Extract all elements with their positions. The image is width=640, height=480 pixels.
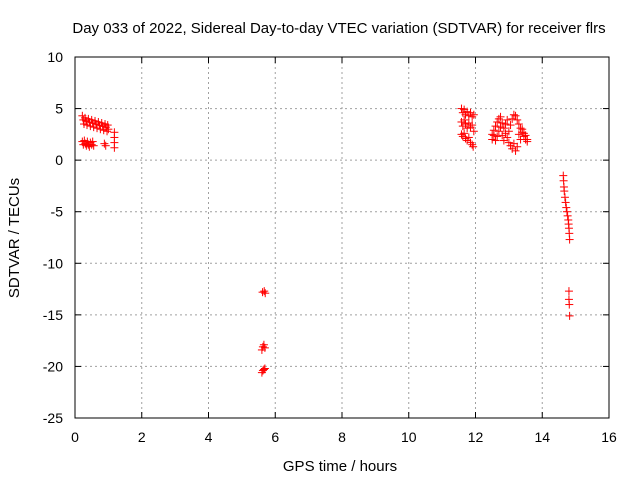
x-tick-label: 0 [71, 429, 79, 445]
data-point [565, 235, 574, 244]
data-point [469, 127, 478, 136]
x-axis-ticks: 0 2 4 6 8 10 12 14 16 [71, 57, 617, 445]
data-points [78, 104, 574, 377]
data-point [468, 121, 477, 130]
data-point [110, 143, 119, 152]
data-point [521, 131, 530, 140]
data-point [561, 198, 570, 207]
data-point [258, 366, 267, 375]
chart-title: Day 033 of 2022, Sidereal Day-to-day VTE… [72, 20, 605, 37]
data-point [461, 134, 470, 143]
data-point [503, 115, 512, 124]
data-point [501, 129, 510, 138]
data-point [499, 124, 508, 133]
data-point [460, 129, 469, 138]
data-point [260, 364, 269, 373]
data-point [498, 119, 507, 128]
data-point [491, 122, 500, 131]
x-axis-label: GPS time / hours [283, 458, 397, 475]
data-point [100, 139, 109, 148]
data-point [464, 119, 473, 128]
data-point [466, 123, 475, 132]
data-point [460, 115, 469, 124]
data-point [101, 141, 110, 150]
data-point [562, 203, 571, 212]
data-point [104, 125, 113, 134]
data-point [103, 127, 112, 136]
data-point [513, 142, 522, 151]
data-point [501, 120, 510, 129]
data-point [88, 137, 97, 146]
data-point [489, 131, 498, 140]
data-point [469, 110, 478, 119]
data-point [516, 135, 525, 144]
y-tick-label: 5 [55, 101, 63, 117]
y-tick-label: -15 [43, 307, 63, 323]
data-point [519, 129, 528, 138]
data-point [89, 141, 98, 150]
data-point [509, 110, 518, 119]
y-tick-label: -5 [51, 204, 64, 220]
data-point [560, 193, 569, 202]
grid-lines [75, 57, 609, 418]
data-point [491, 136, 500, 145]
data-point [511, 111, 520, 120]
data-point [562, 207, 571, 216]
data-point [504, 127, 513, 136]
data-point [514, 130, 523, 139]
y-tick-label: -25 [43, 410, 63, 426]
data-point [103, 121, 112, 130]
data-point [493, 132, 502, 141]
data-point [511, 146, 520, 155]
data-point [260, 343, 269, 352]
data-point [466, 138, 475, 147]
data-point [518, 125, 527, 134]
data-point [506, 121, 515, 130]
y-axis-ticks: 10 5 0 -5 -10 -15 -20 -25 [43, 49, 609, 426]
x-tick-label: 6 [271, 429, 279, 445]
x-tick-label: 12 [468, 429, 484, 445]
x-tick-label: 2 [138, 429, 146, 445]
data-point [469, 142, 478, 151]
data-point [565, 300, 574, 309]
x-tick-label: 8 [338, 429, 346, 445]
y-axis-label: SDTVAR / TECUs [6, 178, 23, 298]
data-point [564, 287, 573, 296]
data-point [565, 311, 574, 320]
data-point [259, 365, 268, 374]
data-point [560, 187, 569, 196]
y-tick-label: -10 [43, 255, 63, 271]
data-point [461, 120, 470, 129]
data-point [260, 287, 269, 296]
data-point [498, 131, 507, 140]
data-point [464, 133, 473, 142]
data-point [468, 140, 477, 149]
data-point [466, 108, 475, 117]
data-point [508, 144, 517, 153]
data-point [488, 135, 497, 144]
data-point [468, 112, 477, 121]
data-point [261, 289, 270, 298]
y-tick-label: 10 [47, 49, 63, 65]
data-point [496, 123, 505, 132]
data-point [494, 114, 503, 123]
data-point [258, 342, 267, 351]
data-point [499, 136, 508, 145]
data-point [463, 124, 472, 133]
y-tick-label: 0 [55, 152, 63, 168]
data-point [463, 107, 472, 116]
data-point [514, 120, 523, 129]
x-tick-label: 14 [534, 429, 550, 445]
x-tick-label: 16 [601, 429, 617, 445]
data-point [523, 135, 532, 144]
data-point [563, 211, 572, 220]
data-point [494, 127, 503, 136]
y-tick-label: -20 [43, 358, 63, 374]
data-point [513, 115, 522, 124]
x-tick-label: 4 [205, 429, 213, 445]
data-point [496, 112, 505, 121]
x-tick-label: 10 [401, 429, 417, 445]
data-point [516, 124, 525, 133]
